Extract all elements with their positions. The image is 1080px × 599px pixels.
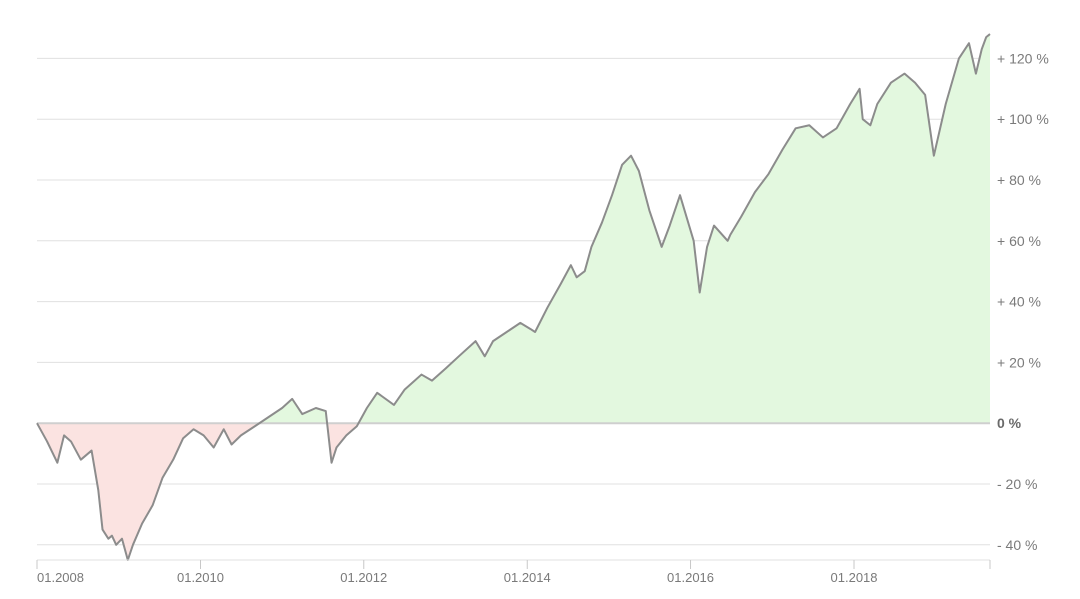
x-tick-label-0: 01.2008 [37,570,84,585]
series-line [36,33,991,561]
negative-area-fill [37,423,359,560]
y-tick-label-2: + 80 % [997,172,1041,188]
x-tick-label-3: 01.2014 [504,570,551,585]
positive-area-fill [37,34,990,424]
x-tick-label-4: 01.2016 [667,570,714,585]
y-tick-label-8: - 40 % [997,537,1037,553]
y-tick-label-4: + 40 % [997,294,1041,310]
y-tick-label-1: + 100 % [997,111,1049,127]
y-tick-label-6: 0 % [997,415,1022,431]
y-tick-label-5: + 20 % [997,354,1041,370]
y-tick-label-7: - 20 % [997,476,1037,492]
y-tick-label-3: + 60 % [997,233,1041,249]
area-fills [37,34,990,560]
y-axis-tick-labels: + 120 % + 100 % + 80 % + 60 % + 40 % + 20 % 0 … [997,50,1049,552]
y-tick-label-0: + 120 % [997,50,1049,66]
x-tick-label-1: 01.2010 [177,570,224,585]
series-line-group [36,33,991,561]
x-axis: 01.2008 01.2010 01.2012 01.2014 01.2016 01.20… [36,559,991,585]
x-tick-label-5: 01.2018 [831,570,878,585]
x-tick-label-2: 01.2012 [340,570,387,585]
